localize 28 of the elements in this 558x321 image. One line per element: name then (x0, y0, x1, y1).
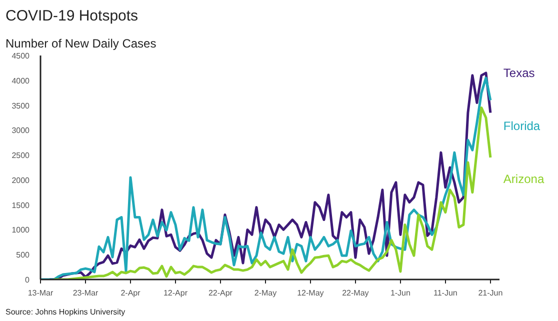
source-note: Source: Johns Hopkins University (6, 308, 126, 316)
line-series (52, 106, 492, 280)
series-label: Arizona (503, 172, 544, 186)
y-tick-label: 0 (25, 276, 30, 284)
y-tick-label: 4500 (12, 52, 30, 60)
x-tick-label: 22-Apr (208, 288, 233, 298)
y-tick-label: 3500 (12, 101, 30, 110)
y-tick-label: 3000 (12, 126, 30, 136)
x-tick-label: 23-Mar (72, 288, 98, 298)
y-tick-label: 2500 (12, 151, 30, 160)
y-tick-label: 1500 (12, 200, 30, 210)
x-tick-label: 21-Jun (478, 288, 503, 298)
y-tick-label: 2000 (12, 176, 30, 185)
x-tick-label: 2-Apr (120, 288, 141, 298)
x-tick-label: 1-Jun (390, 288, 410, 298)
y-tick-label: 4000 (12, 76, 30, 86)
y-tick-label: 1000 (12, 226, 30, 235)
x-tick-label: 13-Mar (28, 288, 54, 298)
y-tick-label: 500 (16, 250, 30, 260)
chart-subtitle: Number of New Daily Cases (6, 36, 156, 50)
chart-title: COVID-19 Hotspots (6, 8, 138, 24)
x-tick-label: 12-Apr (163, 288, 188, 298)
series-label: Florida (503, 118, 540, 133)
x-tick-label: 12-May (297, 288, 324, 298)
x-tick-label: 11-Jun (434, 288, 458, 298)
x-tick-label: 2-May (254, 288, 277, 298)
series-label: Texas (503, 66, 535, 80)
x-tick-label: 22-May (342, 288, 369, 298)
